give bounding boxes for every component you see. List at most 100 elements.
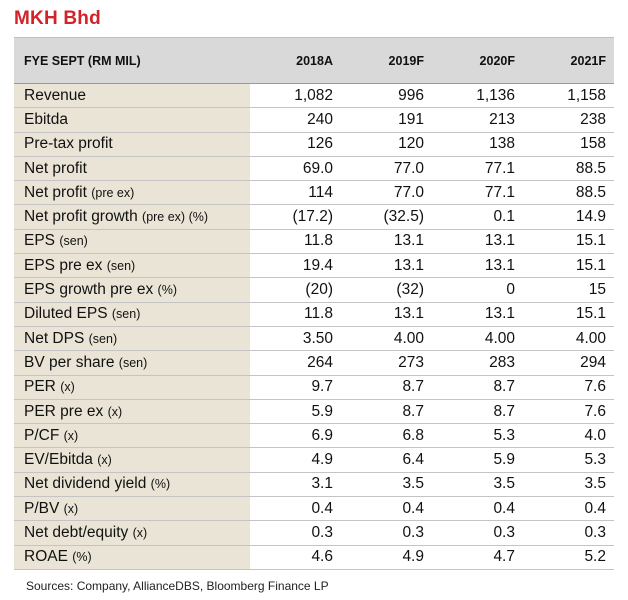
row-label: Revenue: [24, 86, 87, 104]
header-year: 2021F: [570, 53, 606, 68]
row-label-cell: Net dividend yield (%): [14, 472, 250, 497]
row-unit: (x): [63, 501, 79, 516]
row-label-cell: EPS pre ex (sen): [14, 254, 250, 278]
row-unit: (x): [107, 404, 123, 419]
value-cell: 13.1: [393, 232, 424, 250]
row-label-cell: Net profit growth (pre ex) (%): [14, 205, 250, 229]
value-cell: 7.6: [584, 378, 606, 396]
value-cell: 4.6: [311, 548, 333, 566]
row-unit: (%): [150, 477, 171, 492]
value-cell: 0.3: [584, 523, 606, 541]
value-cell: 0.3: [402, 523, 424, 541]
table-row: PER pre ex (x) 5.9 8.7 8.7 7.6: [14, 399, 614, 425]
value-cell: 77.1: [484, 159, 515, 177]
row-unit: (x): [60, 380, 75, 395]
table-row: P/CF (x) 6.9 6.8 5.3 4.0: [14, 424, 614, 449]
row-label-cell: BV per share (sen): [14, 351, 250, 375]
header-label: FYE SEPT (RM MIL): [24, 53, 141, 68]
value-cell: 8.7: [402, 402, 424, 420]
table-row: BV per share (sen) 264 273 283 294: [14, 351, 614, 376]
row-label: Net profit: [24, 183, 87, 201]
value-cell: 1,158: [567, 86, 606, 104]
value-cell: 3.1: [311, 475, 333, 493]
row-label: EPS growth pre ex: [24, 281, 154, 299]
row-label-cell: Net debt/equity (x): [14, 521, 250, 545]
value-cell: 77.1: [484, 183, 515, 201]
value-cell: 294: [580, 353, 606, 371]
table-row: P/BV (x) 0.4 0.4 0.4 0.4: [14, 497, 614, 522]
row-label-cell: Diluted EPS (sen): [14, 302, 250, 326]
value-cell: 8.7: [493, 402, 515, 420]
row-label-cell: Net profit: [14, 156, 250, 181]
value-cell: 3.50: [302, 329, 333, 347]
value-cell: 6.4: [402, 451, 424, 469]
table-row: Net profit growth (pre ex) (%) (17.2) (32.…: [14, 205, 614, 230]
value-cell: 273: [398, 353, 424, 371]
value-cell: 6.8: [402, 426, 424, 444]
value-cell: 13.1: [484, 305, 515, 323]
table-row: EPS (sen) 11.8 13.1 13.1 15.1: [14, 229, 614, 255]
row-label-cell: Net DPS (sen): [14, 326, 250, 351]
table-row: PER (x) 9.7 8.7 8.7 7.6: [14, 375, 614, 400]
table-row: Net profit (pre ex) 114 77.0 77.1 88.5: [14, 181, 614, 206]
value-cell: 5.9: [311, 402, 333, 420]
table-row: ROAE (%) 4.6 4.9 4.7 5.2: [14, 545, 614, 570]
row-label: Net DPS: [24, 329, 85, 347]
value-cell: (20): [305, 281, 333, 299]
row-label-cell: EPS (sen): [14, 229, 250, 254]
value-cell: 11.8: [303, 305, 333, 323]
row-label: Net debt/equity: [24, 523, 129, 541]
value-cell: 6.9: [311, 426, 333, 444]
row-label-cell: Revenue: [14, 84, 250, 108]
value-cell: 1,136: [476, 86, 515, 104]
table-row: EV/Ebitda (x) 4.9 6.4 5.9 5.3: [14, 448, 614, 473]
value-cell: (32.5): [383, 208, 425, 226]
row-label-cell: Ebitda: [14, 108, 250, 132]
row-label-cell: P/CF (x): [14, 424, 250, 448]
header-year: 2018A: [296, 53, 333, 68]
value-cell: 158: [580, 135, 606, 153]
row-label: Net profit growth: [24, 208, 138, 226]
value-cell: 0.4: [584, 499, 606, 517]
row-label-cell: Net profit (pre ex): [14, 181, 250, 205]
row-unit: (sen): [106, 258, 136, 273]
table-row: Net profit 69.0 77.0 77.1 88.5: [14, 156, 614, 182]
value-cell: (32): [396, 281, 424, 299]
value-cell: 14.9: [575, 208, 606, 226]
row-label: EPS: [24, 232, 56, 250]
value-cell: 15.1: [575, 256, 606, 274]
financial-table: FYE SEPT (RM MIL) 2018A 2019F 2020F 2021…: [14, 37, 614, 570]
value-cell: 240: [307, 110, 333, 128]
value-cell: 120: [398, 135, 424, 153]
header-year: 2019F: [388, 53, 424, 68]
source-note: Sources: Company, AllianceDBS, Bloomberg…: [26, 579, 329, 593]
row-label: PER pre ex: [24, 402, 104, 420]
row-label: P/CF: [24, 426, 60, 444]
value-cell: 4.7: [493, 548, 515, 566]
value-cell: 77.0: [393, 159, 424, 177]
value-cell: 238: [580, 110, 606, 128]
row-label-cell: EV/Ebitda (x): [14, 448, 250, 472]
table-row: Pre-tax profit 126 120 138 158: [14, 132, 614, 157]
row-label-cell: P/BV (x): [14, 497, 250, 521]
header-year: 2020F: [479, 53, 515, 68]
table-row: EPS pre ex (sen) 19.4 13.1 13.1 15.1: [14, 254, 614, 279]
value-cell: 5.3: [584, 451, 606, 469]
value-cell: 4.0: [584, 426, 606, 444]
value-cell: 0.4: [311, 499, 333, 517]
row-label: PER: [24, 378, 56, 396]
row-label-cell: Pre-tax profit: [14, 132, 250, 156]
value-cell: 0.4: [402, 499, 424, 517]
value-cell: 0: [506, 281, 515, 299]
value-cell: 4.9: [402, 548, 424, 566]
row-unit: (%): [157, 283, 177, 298]
row-unit: (x): [63, 428, 79, 443]
value-cell: 13.1: [393, 256, 424, 274]
row-label-cell: PER (x): [14, 375, 250, 399]
value-cell: 4.00: [393, 329, 424, 347]
row-unit: (x): [132, 525, 148, 540]
row-unit: (sen): [118, 355, 148, 370]
table-row: Net dividend yield (%) 3.1 3.5 3.5 3.5: [14, 472, 614, 498]
value-cell: 0.3: [493, 523, 515, 541]
row-label: Diluted EPS: [24, 305, 108, 323]
